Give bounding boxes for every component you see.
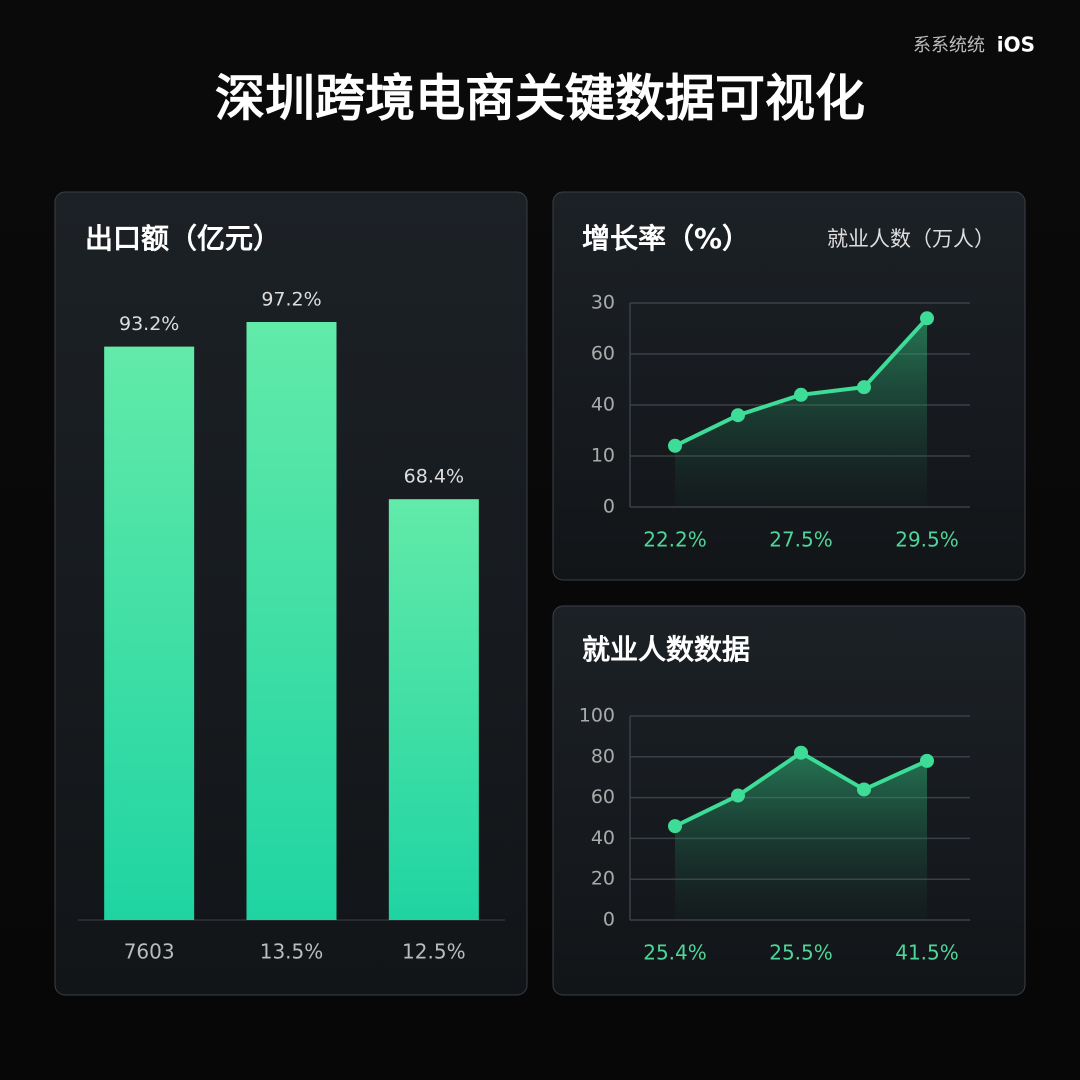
chart-title: 出口额（亿元）	[85, 222, 281, 255]
data-label: 93.2%	[119, 313, 179, 335]
chart-title: 就业人数数据	[582, 633, 750, 666]
y-tick-label: 60	[591, 786, 615, 808]
point	[920, 753, 934, 768]
brand: 系系统统	[913, 35, 985, 56]
y-tick-label: 40	[591, 394, 615, 416]
x-tick-label: 25.4%	[643, 941, 707, 965]
x-tick-label: 22.2%	[643, 528, 707, 552]
point	[857, 782, 871, 797]
x-tick-label: 25.5%	[769, 941, 833, 965]
y-tick-label: 20	[591, 868, 615, 890]
bar	[246, 322, 337, 920]
y-tick-label: 0	[603, 909, 615, 931]
y-tick-label: 30	[591, 292, 615, 314]
point	[668, 819, 682, 834]
bar	[388, 499, 479, 920]
point	[920, 311, 934, 326]
x-tick-label: 13.5%	[260, 940, 324, 964]
x-tick-label: 27.5%	[769, 528, 833, 552]
point	[668, 438, 682, 453]
bar	[104, 346, 195, 921]
y-tick-label: 0	[603, 496, 615, 518]
data-label: 97.2%	[261, 289, 321, 311]
data-label: 68.4%	[404, 466, 464, 488]
y-tick-label: 100	[579, 705, 615, 727]
chart-title: 增长率（%）	[582, 222, 750, 255]
chart-subtitle: 就业人数（万人）	[827, 227, 995, 251]
point	[731, 788, 745, 803]
point	[857, 380, 871, 395]
platform: iOS	[997, 33, 1035, 57]
point	[794, 387, 808, 402]
x-tick-label: 29.5%	[895, 528, 959, 552]
y-tick-label: 60	[591, 343, 615, 365]
point	[794, 745, 808, 760]
y-tick-label: 80	[591, 745, 615, 767]
x-tick-label: 12.5%	[402, 940, 466, 964]
point	[731, 408, 745, 423]
y-tick-label: 40	[591, 827, 615, 849]
y-tick-label: 10	[591, 445, 615, 467]
x-tick-label: 41.5%	[895, 941, 959, 965]
page-title: 深圳跨境电商关键数据可视化	[215, 70, 865, 128]
area	[675, 318, 927, 507]
x-tick-label: 7603	[124, 940, 175, 964]
